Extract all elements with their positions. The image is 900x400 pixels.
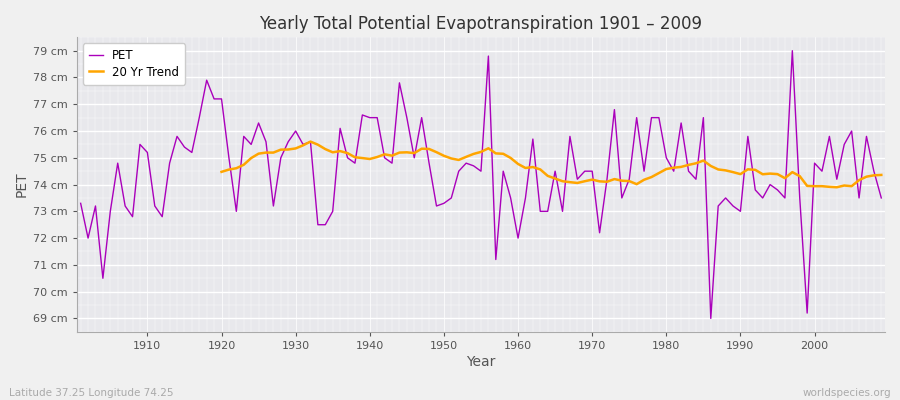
PET xyxy=(76,201,86,206)
PET xyxy=(135,142,146,147)
PET xyxy=(876,196,886,200)
PET xyxy=(342,155,353,160)
Line: PET: PET xyxy=(81,51,881,318)
PET xyxy=(298,142,309,147)
20 Yr Trend xyxy=(861,174,872,179)
20 Yr Trend xyxy=(772,172,783,176)
20 Yr Trend xyxy=(216,170,227,174)
20 Yr Trend xyxy=(312,142,323,147)
Legend: PET, 20 Yr Trend: PET, 20 Yr Trend xyxy=(83,43,185,84)
PET xyxy=(601,177,612,182)
Line: 20 Yr Trend: 20 Yr Trend xyxy=(221,142,881,187)
PET xyxy=(505,196,516,200)
20 Yr Trend xyxy=(832,185,842,190)
20 Yr Trend xyxy=(424,146,435,151)
20 Yr Trend xyxy=(876,172,886,177)
Text: Latitude 37.25 Longitude 74.25: Latitude 37.25 Longitude 74.25 xyxy=(9,388,174,398)
Y-axis label: PET: PET xyxy=(15,172,29,197)
20 Yr Trend xyxy=(683,162,694,167)
X-axis label: Year: Year xyxy=(466,355,496,369)
Text: worldspecies.org: worldspecies.org xyxy=(803,388,891,398)
20 Yr Trend xyxy=(305,139,316,144)
PET xyxy=(706,316,716,321)
PET xyxy=(513,236,524,240)
20 Yr Trend xyxy=(787,170,797,174)
PET xyxy=(787,48,797,53)
Title: Yearly Total Potential Evapotranspiration 1901 – 2009: Yearly Total Potential Evapotranspiratio… xyxy=(259,15,703,33)
